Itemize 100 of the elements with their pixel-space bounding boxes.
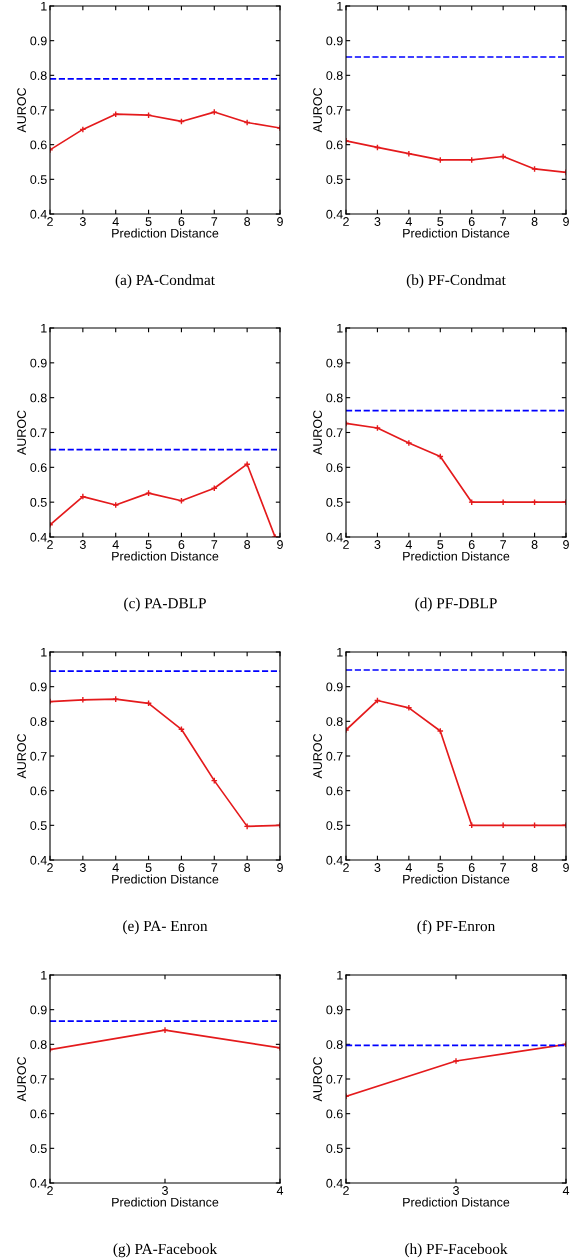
x-tick-label: 3 [374, 217, 381, 226]
y-axis-title: AUROC [313, 410, 322, 456]
x-tick-label: 9 [277, 863, 283, 872]
y-tick-label: 1 [337, 647, 343, 657]
y-tick-label: 0.5 [326, 1144, 343, 1153]
y-tick-label: 0.6 [326, 463, 343, 472]
x-tick-label: 4 [112, 217, 119, 226]
x-tick-label: 2 [343, 540, 349, 549]
y-tick-label: 1 [41, 970, 47, 980]
y-tick-label: 0.9 [30, 36, 47, 46]
y-tick-label: 0.9 [30, 682, 47, 692]
x-tick-label: 8 [244, 217, 251, 226]
x-tick-label: 7 [211, 863, 218, 872]
y-tick-label: 1 [41, 1, 47, 11]
x-tick-label: 2 [343, 863, 349, 872]
y-tick-label: 0.4 [326, 855, 343, 865]
y-axis-title: AUROC [313, 733, 322, 779]
y-tick-label: 0.4 [30, 1178, 47, 1188]
x-axis-title: Prediction Distance [112, 1197, 219, 1207]
x-tick-label: 4 [405, 217, 412, 226]
x-tick-label: 5 [437, 217, 444, 226]
text: (h) PF-Facebook [405, 1243, 508, 1258]
y-tick-label: 0.5 [30, 497, 47, 507]
x-tick-label: 8 [531, 863, 538, 872]
y-tick-label: 0.5 [30, 1144, 47, 1153]
y-tick-label: 0.5 [326, 497, 343, 507]
text: (f) PF-Enron [417, 920, 496, 935]
x-tick-label: 3 [79, 863, 86, 872]
y-axis-title: AUROC [17, 1056, 26, 1102]
y-tick-label: 0.9 [30, 1005, 47, 1015]
x-tick-label: 6 [468, 540, 475, 549]
x-tick-label: 4 [112, 863, 119, 872]
x-tick-label: 8 [531, 217, 538, 226]
y-tick-label: 0.7 [30, 428, 47, 438]
x-tick-label: 3 [374, 540, 381, 549]
text: (c) PA-DBLP [124, 597, 206, 612]
x-tick-label: 2 [47, 1186, 53, 1195]
y-tick-label: 0.9 [326, 682, 343, 692]
x-tick-label: 2 [47, 217, 53, 226]
text: (g) PA-Facebook [113, 1243, 218, 1258]
y-tick-label: 0.5 [30, 175, 47, 184]
y-tick-label: 0.7 [326, 751, 343, 761]
y-tick-label: 0.9 [30, 358, 47, 368]
y-tick-label: 1 [41, 323, 47, 333]
y-tick-label: 0.5 [326, 821, 343, 830]
y-tick-label: 1 [337, 970, 343, 980]
y-tick-label: 0.6 [30, 1109, 47, 1119]
x-tick-label: 6 [178, 217, 185, 226]
x-tick-label: 3 [453, 1186, 459, 1195]
x-tick-label: 9 [563, 863, 569, 872]
x-tick-label: 2 [47, 863, 53, 872]
y-tick-label: 0.4 [326, 532, 343, 542]
x-tick-label: 3 [162, 1186, 168, 1195]
y-axis-title: AUROC [313, 1056, 322, 1102]
x-tick-label: 4 [405, 863, 412, 872]
x-tick-label: 6 [468, 863, 475, 872]
y-tick-label: 0.8 [30, 71, 47, 80]
y-tick-label: 0.9 [326, 1005, 343, 1015]
x-axis-title: Prediction Distance [112, 874, 219, 884]
y-tick-label: 0.7 [30, 751, 47, 761]
y-tick-label: 0.7 [326, 105, 343, 115]
x-tick-label: 3 [79, 540, 86, 549]
y-axis-title: AUROC [17, 733, 26, 779]
x-tick-label: 2 [47, 540, 53, 549]
y-tick-label: 0.5 [326, 175, 343, 184]
y-tick-label: 0.6 [326, 786, 343, 796]
y-tick-label: 0.8 [326, 393, 343, 403]
x-tick-label: 5 [145, 863, 152, 872]
y-tick-label: 0.7 [326, 428, 343, 438]
x-tick-label: 6 [468, 217, 475, 226]
x-tick-label: 8 [531, 540, 538, 549]
y-tick-label: 0.6 [326, 140, 343, 150]
x-tick-label: 7 [500, 540, 506, 549]
x-tick-label: 5 [437, 540, 444, 549]
x-axis-title: Prediction Distance [112, 228, 219, 238]
x-tick-label: 3 [374, 863, 381, 872]
x-tick-label: 7 [211, 217, 218, 226]
y-tick-label: 0.7 [326, 1074, 343, 1084]
y-axis-title: AUROC [17, 87, 26, 133]
y-axis-title: AUROC [313, 87, 322, 133]
x-tick-label: 6 [178, 863, 185, 872]
y-tick-label: 0.4 [30, 209, 47, 219]
x-tick-label: 7 [500, 217, 506, 226]
y-tick-label: 1 [337, 323, 343, 333]
x-tick-label: 4 [562, 1186, 570, 1195]
x-tick-label: 4 [405, 540, 412, 549]
x-axis-title: Prediction Distance [403, 1197, 510, 1207]
x-tick-label: 5 [145, 540, 152, 549]
y-tick-label: 0.4 [326, 1178, 343, 1188]
x-tick-label: 6 [178, 540, 185, 549]
x-tick-label: 3 [79, 217, 86, 226]
text: (b) PF-Condmat [406, 274, 506, 289]
x-tick-label: 9 [277, 217, 283, 226]
y-tick-label: 1 [41, 647, 47, 657]
x-tick-label: 9 [563, 540, 569, 549]
x-axis-title: Prediction Distance [403, 228, 510, 238]
y-tick-label: 0.5 [30, 821, 47, 830]
x-tick-label: 5 [145, 217, 152, 226]
y-tick-label: 0.4 [326, 209, 343, 219]
y-tick-label: 0.6 [30, 463, 47, 472]
